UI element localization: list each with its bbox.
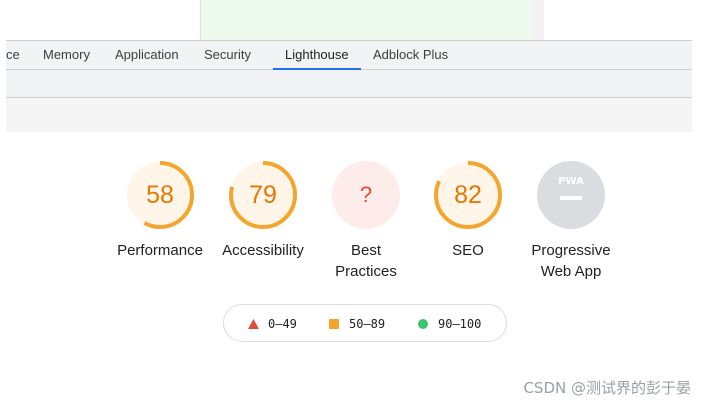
report-header-band <box>6 98 692 132</box>
circle-icon <box>418 319 428 329</box>
page-viewport <box>0 0 692 40</box>
gauge-ring <box>434 161 502 229</box>
pwa-badge-icon: PWA <box>537 161 605 229</box>
gauge-score: 82 <box>454 181 482 209</box>
devtools-tab-bar: ce Memory Application Security Lighthous… <box>6 40 692 70</box>
gauge-score: 58 <box>146 181 174 209</box>
watermark: CSDN @测试界的彭于晏 <box>523 379 691 397</box>
preview-scrollbar[interactable] <box>532 0 544 40</box>
triangle-icon <box>248 319 259 329</box>
gauge-score: 79 <box>249 181 277 209</box>
gauge-ring <box>332 161 400 229</box>
gauge-score: ? <box>359 182 373 207</box>
gauge-pwa[interactable]: PWA Progressive Web App <box>521 160 621 282</box>
gauge-label: SEO <box>452 242 484 259</box>
gauge-ring <box>126 161 194 229</box>
gauge-label: Accessibility <box>222 242 304 259</box>
tab-performance[interactable]: ce <box>6 47 20 62</box>
gauge-label: Best Practices <box>335 242 397 280</box>
gauge-ring <box>229 161 297 229</box>
gauge-performance[interactable]: 58 Performance <box>110 160 210 261</box>
page-preview <box>200 0 534 40</box>
gauge-label: Performance <box>117 242 203 259</box>
tab-lighthouse[interactable]: Lighthouse <box>273 41 361 70</box>
tab-application[interactable]: Application <box>115 47 179 62</box>
tab-adblock-plus[interactable]: Adblock Plus <box>373 47 449 62</box>
gauge-seo[interactable]: 82 SEO <box>418 160 518 261</box>
gauge-best-practices[interactable]: ? Best Practices <box>316 160 416 282</box>
tab-security[interactable]: Security <box>204 47 251 62</box>
gauge-label: Progressive Web App <box>531 242 611 280</box>
svg-text:PWA: PWA <box>558 176 584 187</box>
square-icon <box>329 319 339 329</box>
lighthouse-toolbar <box>6 70 692 98</box>
gauge-accessibility[interactable]: 79 Accessibility <box>213 160 313 261</box>
tab-memory[interactable]: Memory <box>43 47 90 62</box>
score-legend: 0–49 50–89 90–100 <box>223 304 507 342</box>
